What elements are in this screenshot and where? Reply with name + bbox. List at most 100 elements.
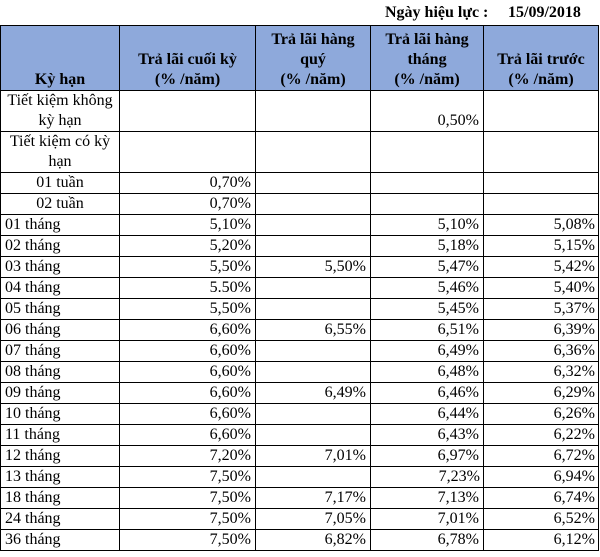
quarterly-rate-cell: 6,49% — [255, 382, 371, 404]
table-row: 02 tuần 0,70% — [0, 193, 599, 215]
end-rate-cell: 6,60% — [119, 403, 256, 425]
quarterly-rate-cell — [255, 403, 371, 425]
end-rate-cell: 5,10% — [119, 214, 256, 236]
upfront-rate-cell: 6,26% — [483, 403, 599, 425]
end-rate-cell — [119, 131, 256, 173]
term-cell: Tiết kiệm có kỳ hạn — [0, 131, 120, 173]
quarterly-rate-cell: 7,01% — [255, 445, 371, 467]
quarterly-rate-cell: 6,82% — [255, 529, 371, 551]
upfront-rate-cell: 6,39% — [483, 319, 599, 341]
end-rate-cell: 6,60% — [119, 382, 256, 404]
upfront-rate-cell: 5,15% — [483, 235, 599, 257]
term-cell: 12 tháng — [0, 445, 120, 467]
header-end-of-term: Trả lãi cuối kỳ (% /năm) — [119, 25, 256, 91]
monthly-rate-cell: 6,78% — [370, 529, 484, 551]
effective-date-label: Ngày hiệu lực : — [385, 4, 489, 21]
header-monthly: Trả lãi hàng tháng (% /năm) — [370, 25, 484, 91]
monthly-rate-cell: 7,01% — [370, 508, 484, 530]
term-cell: 02 tháng — [0, 235, 120, 257]
table-row: 06 tháng 6,60% 6,55% 6,51% 6,39% — [0, 319, 599, 341]
header-quarterly: Trả lãi hàng quý (% /năm) — [255, 25, 371, 91]
term-cell: Tiết kiệm không kỳ hạn — [0, 90, 120, 132]
table-row: 08 tháng 6,60% 6,48% 6,32% — [0, 361, 599, 383]
quarterly-rate-cell — [255, 214, 371, 236]
end-rate-cell: 0,70% — [119, 172, 256, 194]
table-body: Tiết kiệm không kỳ hạn 0,50% Tiết kiệm c… — [0, 90, 599, 551]
end-rate-cell: 6,60% — [119, 424, 256, 446]
monthly-rate-cell: 6,51% — [370, 319, 484, 341]
term-cell: 09 tháng — [0, 382, 120, 404]
monthly-rate-cell: 5,47% — [370, 256, 484, 278]
upfront-rate-cell — [483, 90, 599, 132]
monthly-rate-cell: 6,43% — [370, 424, 484, 446]
upfront-rate-cell: 5,40% — [483, 277, 599, 299]
quarterly-rate-cell — [255, 340, 371, 362]
table-row: Tiết kiệm có kỳ hạn — [0, 131, 599, 173]
upfront-rate-cell: 6,74% — [483, 487, 599, 509]
upfront-rate-cell: 6,36% — [483, 340, 599, 362]
table-row: 09 tháng 6,60% 6,49% 6,46% 6,29% — [0, 382, 599, 404]
upfront-rate-cell: 6,52% — [483, 508, 599, 530]
upfront-rate-cell: 5,37% — [483, 298, 599, 320]
effective-date-value: 15/09/2018 — [508, 4, 581, 21]
end-rate-cell: 5,20% — [119, 235, 256, 257]
interest-rate-table: Kỳ hạn Trả lãi cuối kỳ (% /năm) Trả lãi … — [0, 25, 599, 551]
upfront-rate-cell: 6,72% — [483, 445, 599, 467]
quarterly-rate-cell: 6,55% — [255, 319, 371, 341]
effective-date-banner: Ngày hiệu lực : 15/09/2018 — [0, 0, 600, 25]
quarterly-rate-cell — [255, 193, 371, 215]
quarterly-rate-cell: 7,05% — [255, 508, 371, 530]
end-rate-cell: 5,50% — [119, 256, 256, 278]
monthly-rate-cell: 5,45% — [370, 298, 484, 320]
term-cell: 10 tháng — [0, 403, 120, 425]
end-rate-cell: 7,50% — [119, 466, 256, 488]
quarterly-rate-cell — [255, 298, 371, 320]
monthly-rate-cell: 5,46% — [370, 277, 484, 299]
term-cell: 01 tháng — [0, 214, 120, 236]
term-cell: 01 tuần — [0, 172, 120, 194]
term-cell: 03 tháng — [0, 256, 120, 278]
term-cell: 07 tháng — [0, 340, 120, 362]
quarterly-rate-cell — [255, 277, 371, 299]
term-cell: 06 tháng — [0, 319, 120, 341]
table-row: 03 tháng 5,50% 5,50% 5,47% 5,42% — [0, 256, 599, 278]
end-rate-cell: 6,60% — [119, 361, 256, 383]
table-row: 18 tháng 7,50% 7,17% 7,13% 6,74% — [0, 487, 599, 509]
term-cell: 18 tháng — [0, 487, 120, 509]
end-rate-cell: 7,50% — [119, 529, 256, 551]
end-rate-cell: 6,60% — [119, 340, 256, 362]
quarterly-rate-cell — [255, 466, 371, 488]
end-rate-cell: 0,70% — [119, 193, 256, 215]
table-header-row: Kỳ hạn Trả lãi cuối kỳ (% /năm) Trả lãi … — [0, 25, 599, 91]
table-row: Tiết kiệm không kỳ hạn 0,50% — [0, 90, 599, 132]
table-row: 07 tháng 6,60% 6,49% 6,36% — [0, 340, 599, 362]
monthly-rate-cell — [370, 172, 484, 194]
term-cell: 02 tuần — [0, 193, 120, 215]
upfront-rate-cell: 6,32% — [483, 361, 599, 383]
table-row: 12 tháng 7,20% 7,01% 6,97% 6,72% — [0, 445, 599, 467]
term-cell: 11 tháng — [0, 424, 120, 446]
table-row: 01 tuần 0,70% — [0, 172, 599, 194]
upfront-rate-cell: 5,08% — [483, 214, 599, 236]
upfront-rate-cell: 5,42% — [483, 256, 599, 278]
term-cell: 08 tháng — [0, 361, 120, 383]
table-row: 36 tháng 7,50% 6,82% 6,78% 6,12% — [0, 529, 599, 551]
end-rate-cell: 5.50% — [119, 277, 256, 299]
monthly-rate-cell: 7,13% — [370, 487, 484, 509]
upfront-rate-cell: 6,22% — [483, 424, 599, 446]
upfront-rate-cell: 6,94% — [483, 466, 599, 488]
end-rate-cell: 7,20% — [119, 445, 256, 467]
table-row: 05 tháng 5,50% 5,45% 5,37% — [0, 298, 599, 320]
upfront-rate-cell — [483, 193, 599, 215]
term-cell: 13 tháng — [0, 466, 120, 488]
table-row: 11 tháng 6,60% 6,43% 6,22% — [0, 424, 599, 446]
quarterly-rate-cell: 7,17% — [255, 487, 371, 509]
term-cell: 05 tháng — [0, 298, 120, 320]
end-rate-cell: 7,50% — [119, 508, 256, 530]
monthly-rate-cell: 6,49% — [370, 340, 484, 362]
monthly-rate-cell: 5,10% — [370, 214, 484, 236]
monthly-rate-cell: 6,46% — [370, 382, 484, 404]
header-term: Kỳ hạn — [0, 25, 120, 91]
term-cell: 04 tháng — [0, 277, 120, 299]
upfront-rate-cell: 6,12% — [483, 529, 599, 551]
